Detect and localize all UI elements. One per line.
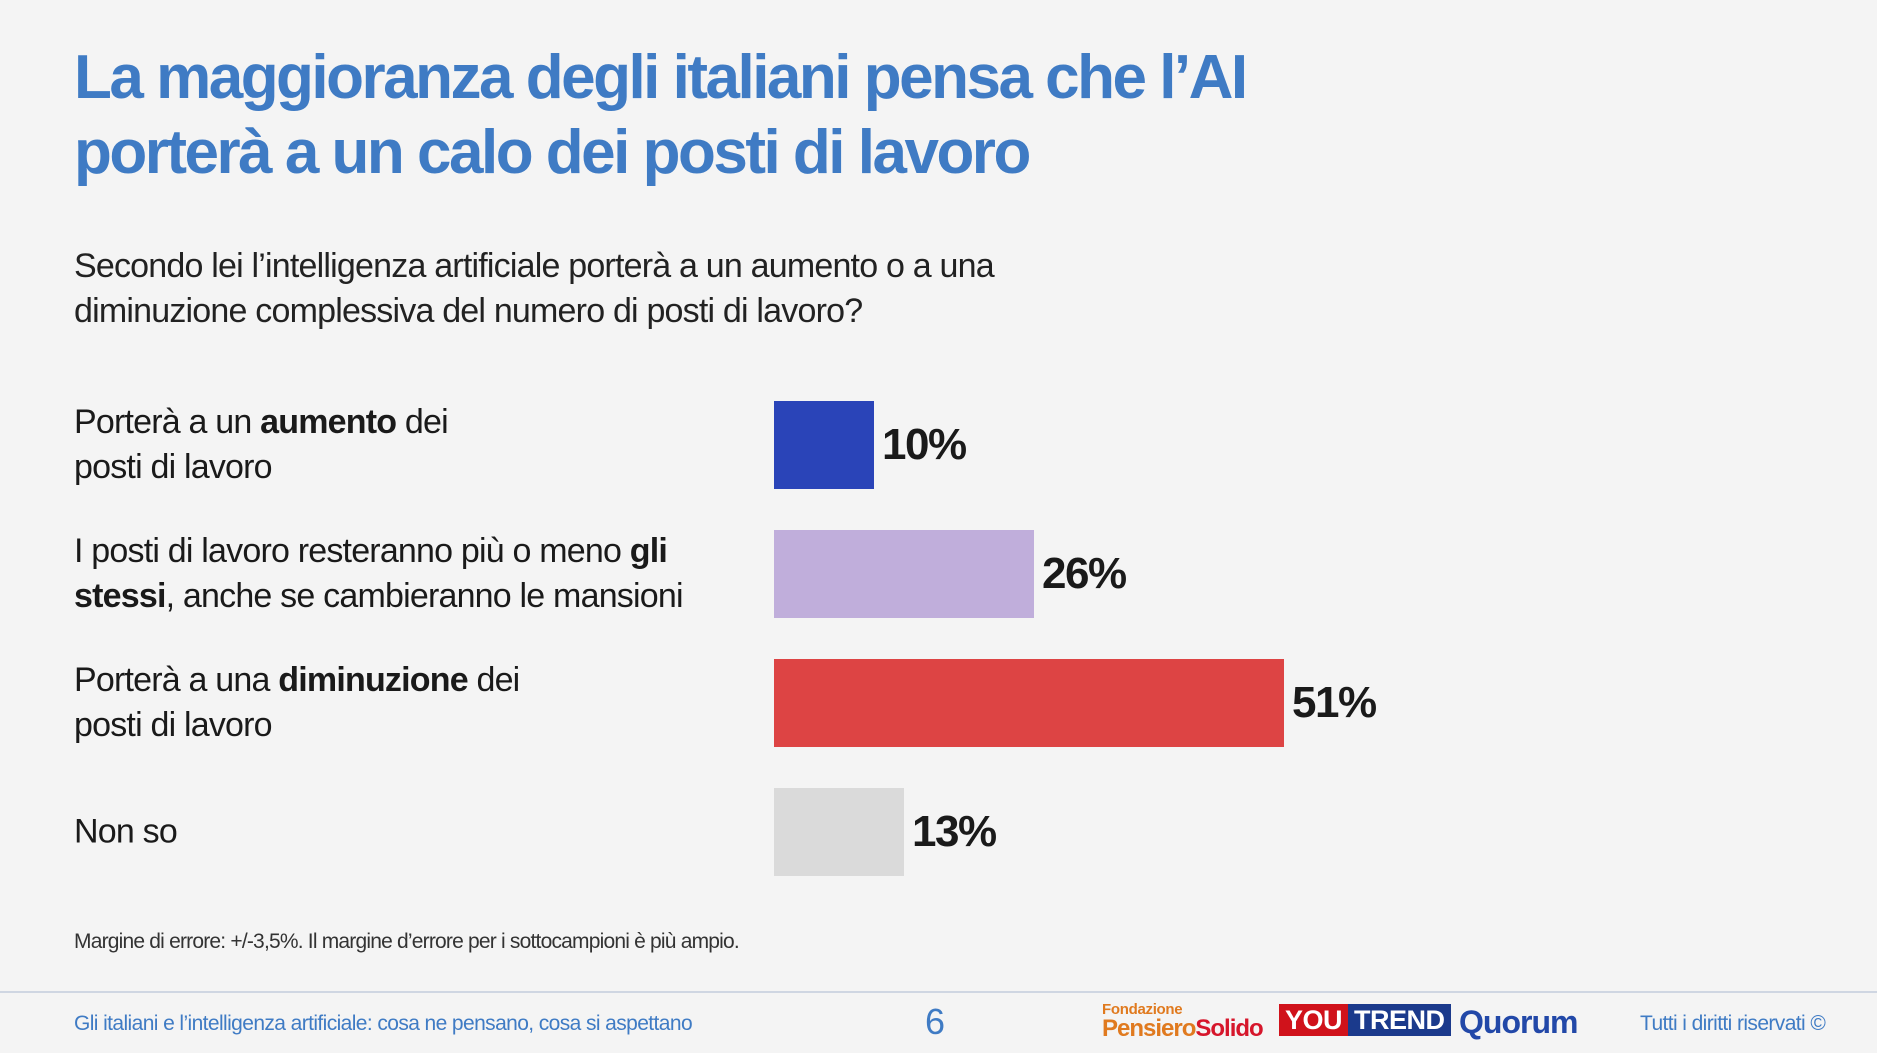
- category-label-text: Porterà a un: [74, 403, 261, 441]
- fondazione-pensiero-solido-logo: Fondazione PensieroSolido: [1102, 1001, 1264, 1042]
- chart-row: Porterà a una diminuzione dei posti di la…: [0, 638, 1877, 768]
- margin-of-error-note: Margine di errore: +/-3,5%. Il margine d…: [74, 930, 740, 953]
- bar: [774, 659, 1284, 747]
- slide-title-line-1: La maggioranza degli italiani pensa che …: [74, 43, 1248, 112]
- survey-question-line-2: diminuzione complessiva del numero di po…: [74, 292, 863, 330]
- category-label: Porterà a una diminuzione dei posti di la…: [74, 658, 520, 748]
- bar-value-label: 10%: [882, 420, 967, 469]
- chart-row: Non so 13%: [0, 767, 1877, 897]
- category-label-keyword: aumento: [260, 403, 397, 441]
- category-label-text: posti di lavoro: [74, 706, 273, 744]
- bar: [774, 530, 1034, 618]
- page-number: 6: [925, 1001, 946, 1042]
- category-label: Non so: [74, 810, 178, 855]
- slide-title: La maggioranza degli italiani pensa che …: [74, 40, 1474, 190]
- chart-row: Porterà a un aumento dei posti di lavoro 1…: [0, 380, 1877, 510]
- slide-title-line-2: porterà a un calo dei posti di lavoro: [74, 118, 1031, 187]
- category-label-keyword: gli: [629, 532, 668, 570]
- logo-pensiero-solido-text: PensieroSolido: [1102, 1015, 1264, 1042]
- category-label: Porterà a un aumento dei posti di lavoro: [74, 400, 449, 490]
- category-label-text: posti di lavoro: [74, 448, 273, 486]
- chart-row: I posti di lavoro resteranno più o meno …: [0, 509, 1877, 639]
- category-label-text: dei: [396, 403, 449, 441]
- category-label-text: I posti di lavoro resteranno più o meno: [74, 532, 630, 570]
- copyright-notice: Tutti i diritti riservati ©: [1640, 1012, 1826, 1035]
- logo-solido-word: Solido: [1195, 1015, 1263, 1042]
- category-label-text: Porterà a una: [74, 661, 279, 699]
- category-label-keyword: stessi: [74, 577, 166, 615]
- category-label-text: , anche se cambieranno le mansioni: [165, 577, 684, 615]
- logo-fondazione-text: Fondazione: [1102, 1001, 1183, 1018]
- bar-value-label: 13%: [912, 807, 997, 856]
- category-label-text: dei: [467, 661, 520, 699]
- category-label: I posti di lavoro resteranno più o meno …: [74, 529, 684, 619]
- footer-divider: [0, 991, 1877, 993]
- bar: [774, 401, 874, 489]
- survey-question-line-1: Secondo lei l’intelligenza artificiale p…: [74, 247, 995, 285]
- footer-survey-title: Gli italiani e l’intelligenza artificial…: [74, 1012, 693, 1035]
- bar-value-label: 51%: [1292, 678, 1377, 727]
- logo-pensiero-word: Pensiero: [1102, 1015, 1196, 1042]
- category-label-text: Non so: [74, 812, 178, 851]
- logo-you-word: YOU: [1279, 1004, 1349, 1036]
- bar: [774, 788, 904, 876]
- youtrend-logo: YOU TREND: [1279, 1004, 1451, 1036]
- quorum-logo: Quorum: [1459, 1004, 1578, 1040]
- bar-chart: Porterà a un aumento dei posti di lavoro 1…: [0, 380, 1877, 880]
- logo-trend-word: TREND: [1348, 1004, 1451, 1036]
- survey-question: Secondo lei l’intelligenza artificiale p…: [74, 244, 1174, 334]
- bar-value-label: 26%: [1042, 549, 1127, 598]
- category-label-keyword: diminuzione: [278, 661, 468, 699]
